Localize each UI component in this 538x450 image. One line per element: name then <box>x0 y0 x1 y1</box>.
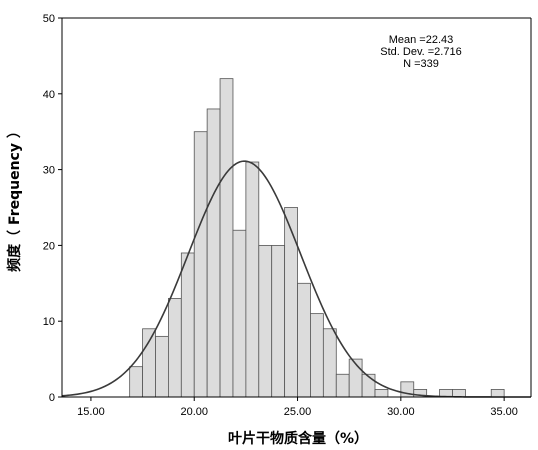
histogram-bar <box>374 389 389 398</box>
histogram-bar <box>284 207 298 398</box>
histogram-bar <box>142 328 156 398</box>
histogram-bar <box>129 366 143 398</box>
y-tick-label: 50 <box>43 13 55 25</box>
x-axis-title: 叶片干物质含量（%） <box>228 430 368 447</box>
x-tick-label: 15.00 <box>77 406 105 418</box>
axes-group <box>61 17 532 398</box>
y-tick-label: 0 <box>49 392 55 404</box>
x-tick-label: 30.00 <box>387 406 415 418</box>
histogram-bar <box>245 161 260 398</box>
y-axis-title: 频度（ Frequency ） <box>6 124 23 272</box>
histogram-bar <box>490 389 505 398</box>
y-tick-label: 40 <box>43 89 55 101</box>
y-tick-label: 20 <box>43 240 55 252</box>
histogram-bar <box>271 244 286 398</box>
histogram-bar <box>180 252 195 398</box>
histogram-bar <box>232 229 247 398</box>
stats-sd: Std. Dev. =2.716 <box>380 46 461 58</box>
stats-mean: Mean =22.43 <box>389 34 454 46</box>
histogram-bar <box>322 328 337 398</box>
histogram-bar <box>155 335 169 398</box>
y-ticks-group: 0 10 20 30 40 50 <box>43 13 62 404</box>
x-ticks-group: 15.00 20.00 25.00 30.00 35.00 <box>77 397 518 418</box>
x-tick-label: 35.00 <box>490 406 518 418</box>
x-tick-label: 25.00 <box>284 406 312 418</box>
bars-group <box>129 78 505 398</box>
histogram-bar <box>258 244 273 398</box>
histogram-bar <box>297 282 311 398</box>
y-tick-label: 10 <box>43 316 55 328</box>
histogram-bar <box>206 108 221 398</box>
histogram-bar <box>335 373 350 398</box>
y-tick-label: 30 <box>43 165 55 177</box>
x-tick-label: 20.00 <box>180 406 208 418</box>
histogram-bar <box>168 298 182 398</box>
histogram-bar <box>193 131 208 398</box>
histogram-bar <box>219 78 234 398</box>
histogram-bar <box>310 313 324 398</box>
histogram-bar <box>361 373 376 398</box>
stats-n: N =339 <box>403 58 439 70</box>
histogram-bar <box>452 389 466 398</box>
